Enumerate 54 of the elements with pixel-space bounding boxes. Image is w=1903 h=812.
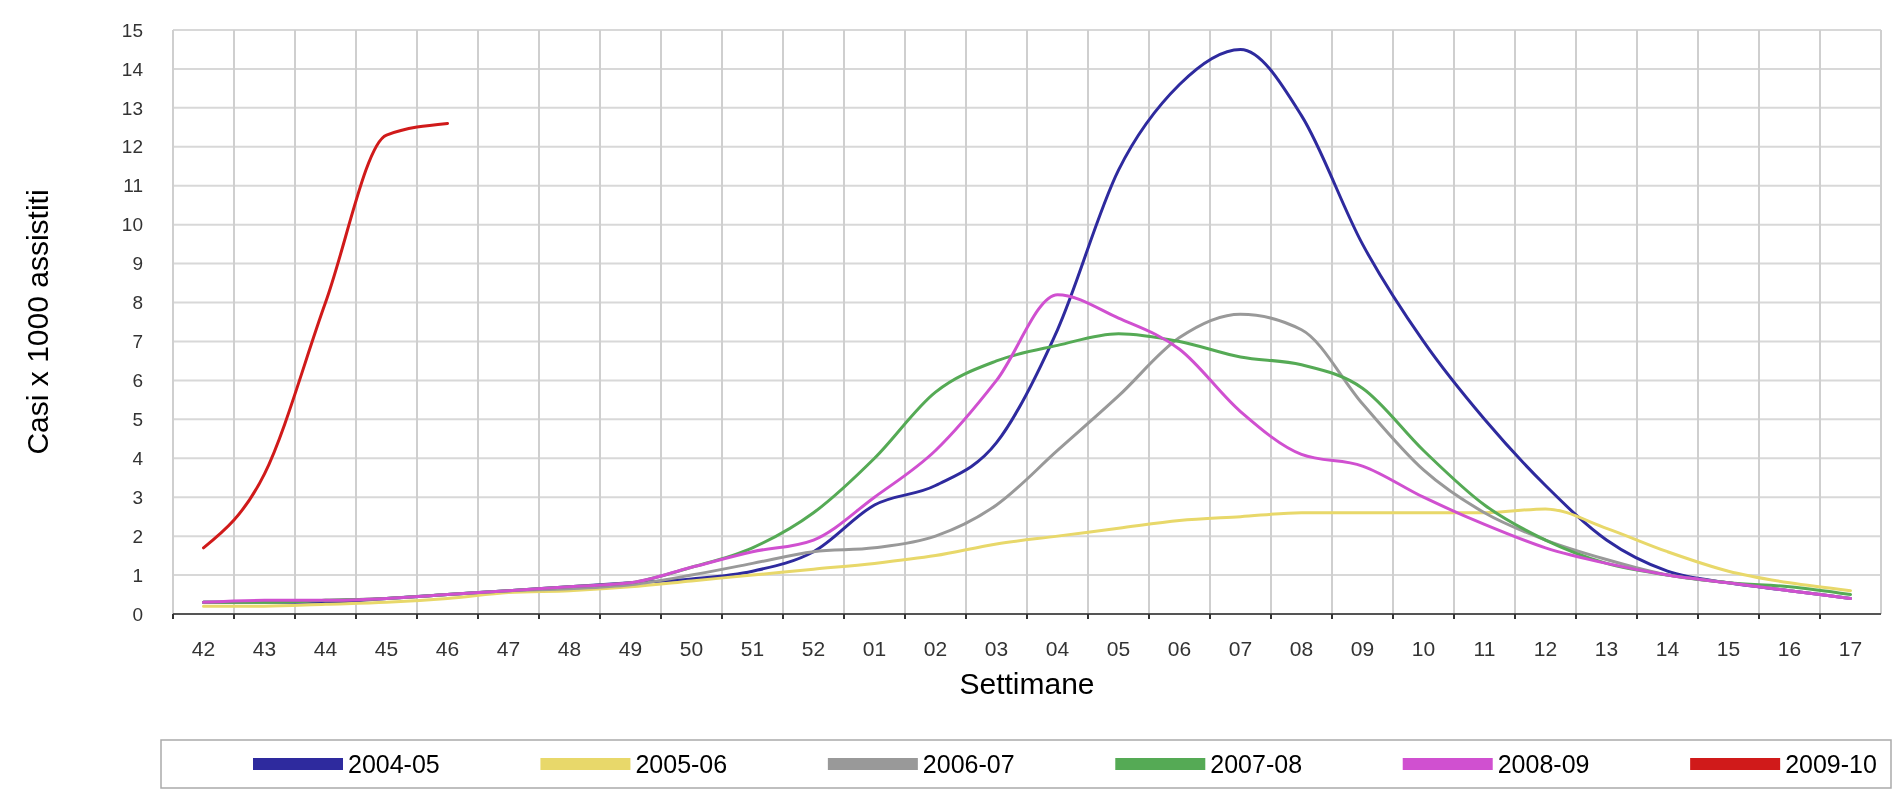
y-tick-label: 14 — [121, 58, 144, 80]
x-tick-label: 44 — [313, 637, 338, 660]
x-tick-label: 09 — [1350, 637, 1375, 660]
y-tick-label: 3 — [132, 486, 143, 508]
x-tick-label: 02 — [923, 637, 948, 660]
x-tick-label: 10 — [1411, 637, 1436, 660]
x-tick-label: 42 — [191, 637, 216, 660]
y-tick-label: 12 — [121, 136, 143, 158]
legend-label: 2004-05 — [348, 749, 440, 778]
x-tick-label: 46 — [435, 637, 460, 660]
x-tick-label: 14 — [1655, 637, 1680, 660]
x-tick-label: 13 — [1594, 637, 1619, 660]
y-tick-label: 5 — [132, 408, 143, 430]
x-tick-label: 51 — [740, 637, 765, 660]
x-tick-label: 11 — [1473, 637, 1496, 660]
x-tick-label: 17 — [1838, 637, 1863, 660]
legend-label: 2009-10 — [1785, 749, 1877, 778]
x-tick-label: 08 — [1289, 637, 1314, 660]
legend-label: 2006-07 — [922, 749, 1015, 778]
y-tick-label: 15 — [121, 19, 143, 41]
legend-label: 2005-06 — [635, 749, 728, 778]
x-tick-label: 06 — [1167, 637, 1192, 660]
x-tick-label: 52 — [801, 637, 826, 660]
x-tick-label: 43 — [252, 637, 277, 660]
x-tick-label: 49 — [618, 637, 643, 660]
x-tick-label: 50 — [679, 637, 704, 660]
x-tick-label: 05 — [1106, 637, 1131, 660]
y-tick-label: 11 — [123, 175, 143, 197]
y-tick-label: 13 — [121, 97, 143, 119]
x-tick-label: 01 — [862, 637, 887, 660]
x-tick-label: 16 — [1777, 637, 1802, 660]
line-series — [202, 507, 1852, 608]
x-tick-label: 47 — [496, 637, 521, 660]
x-tick-label: 15 — [1716, 637, 1741, 660]
y-tick-label: 2 — [132, 525, 143, 547]
y-tick-label: 4 — [132, 447, 144, 469]
y-tick-label: 8 — [132, 292, 143, 314]
y-tick-label: 9 — [132, 253, 143, 275]
x-tick-label: 12 — [1533, 637, 1558, 660]
x-tick-label: 45 — [374, 637, 399, 660]
line-series — [202, 121, 449, 550]
y-tick-label: 10 — [121, 214, 143, 236]
legend-label: 2008-09 — [1497, 749, 1590, 778]
y-tick-label: 1 — [132, 564, 143, 586]
x-tick-label: 03 — [984, 637, 1009, 660]
y-tick-label: 6 — [132, 370, 143, 392]
x-axis-title: Settimane — [959, 667, 1095, 700]
legend-label: 2007-08 — [1210, 749, 1303, 778]
x-tick-label: 04 — [1045, 637, 1070, 660]
y-tick-label: 7 — [132, 331, 143, 353]
x-tick-label: 48 — [557, 637, 582, 660]
y-tick-label: 0 — [132, 603, 143, 625]
x-tick-label: 07 — [1228, 637, 1253, 660]
y-axis-title: Casi x 1000 assistiti — [21, 189, 54, 455]
